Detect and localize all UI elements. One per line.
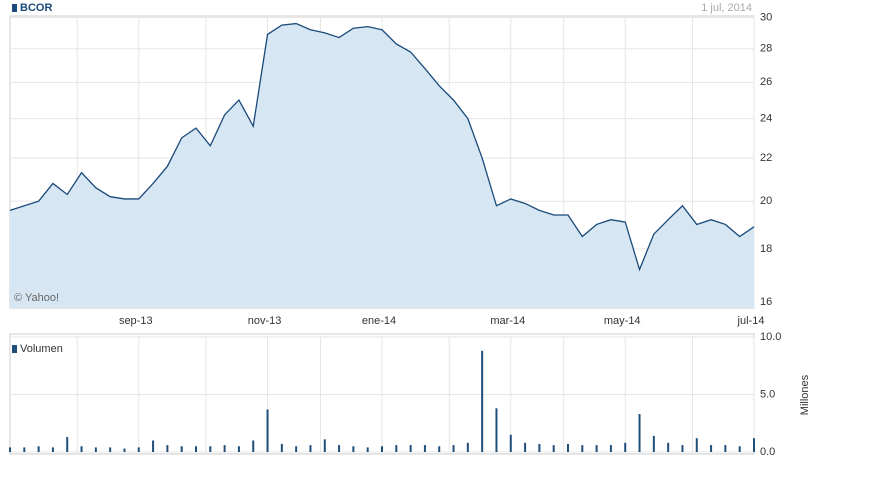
volume-bar <box>552 445 555 452</box>
volume-bar <box>438 446 441 452</box>
volume-bar <box>252 440 255 452</box>
area-fill <box>10 23 754 308</box>
volume-bar <box>51 447 54 452</box>
volume-bar <box>80 446 83 452</box>
date-label: 1 jul, 2014 <box>701 2 752 14</box>
y-tick-label: 16 <box>760 296 772 308</box>
x-tick-label: nov-13 <box>248 315 282 327</box>
volume-bar <box>652 435 655 452</box>
volume-bar <box>681 445 684 452</box>
y-tick-label: 0.0 <box>760 446 775 458</box>
volume-bar <box>695 438 698 452</box>
volume-bar <box>710 445 713 452</box>
y-tick-label: 26 <box>760 76 772 88</box>
x-tick-label: sep-13 <box>119 315 153 327</box>
volume-bar <box>481 350 484 452</box>
volume-bar <box>524 442 527 452</box>
legend-swatch <box>12 345 17 353</box>
volume-bar <box>667 442 670 452</box>
y-tick-label: 20 <box>760 195 772 207</box>
volume-bar <box>395 445 398 452</box>
volume-bar <box>9 447 11 452</box>
y-tick-label: 24 <box>760 113 772 125</box>
volume-bar <box>323 439 326 452</box>
volume-bar <box>209 446 212 452</box>
volume-bar <box>452 445 455 452</box>
volume-bar <box>109 447 112 452</box>
volume-bar <box>638 414 641 452</box>
volume-bar <box>37 446 40 452</box>
y-axis-label: Millones <box>799 374 811 415</box>
volume-bar <box>309 445 312 452</box>
volume-bar <box>509 434 512 452</box>
volume-bar <box>94 447 97 452</box>
volume-bar <box>23 447 26 452</box>
legend-label: Volumen <box>20 343 63 355</box>
volume-bar <box>724 445 727 452</box>
legend-swatch <box>12 4 17 12</box>
volume-bar <box>624 442 627 452</box>
volume-bar <box>280 443 283 452</box>
y-tick-label: 10.0 <box>760 331 781 343</box>
x-tick-label: jul-14 <box>737 315 765 327</box>
y-tick-label: 18 <box>760 243 772 255</box>
y-tick-label: 30 <box>760 11 772 23</box>
volume-bar <box>581 445 584 452</box>
volume-bar <box>266 409 269 452</box>
y-tick-label: 22 <box>760 152 772 164</box>
volume-bar <box>223 445 226 452</box>
volume-bar <box>738 446 741 452</box>
volume-bar <box>753 438 755 452</box>
volume-bar <box>152 440 155 452</box>
volume-bar <box>409 445 412 452</box>
y-tick-label: 28 <box>760 43 772 55</box>
volume-bar <box>195 446 197 452</box>
volume-bar <box>381 446 383 452</box>
volume-bar <box>123 448 126 452</box>
legend-label: BCOR <box>20 2 52 14</box>
volume-bar <box>366 447 369 452</box>
price-line <box>9 22 755 272</box>
volume-bar <box>166 445 169 452</box>
volume-bar <box>538 443 541 452</box>
volume-bar <box>609 445 612 452</box>
volume-bar <box>423 445 426 452</box>
x-tick-label: ene-14 <box>362 315 396 327</box>
volume-bar <box>180 446 183 452</box>
y-tick-label: 5.0 <box>760 388 775 400</box>
x-tick-label: may-14 <box>604 315 641 327</box>
volume-bar <box>595 445 598 452</box>
volume-bar <box>295 446 298 452</box>
volume-bar <box>567 443 569 452</box>
volume-bar <box>466 442 469 452</box>
volume-bar <box>66 437 69 452</box>
volume-bar <box>338 445 341 452</box>
volume-bar <box>237 446 240 452</box>
volume-bar <box>137 447 140 452</box>
volume-bar <box>352 446 355 452</box>
volume-bar <box>495 408 498 452</box>
x-tick-label: mar-14 <box>490 315 525 327</box>
credit: © Yahoo! <box>14 292 59 304</box>
